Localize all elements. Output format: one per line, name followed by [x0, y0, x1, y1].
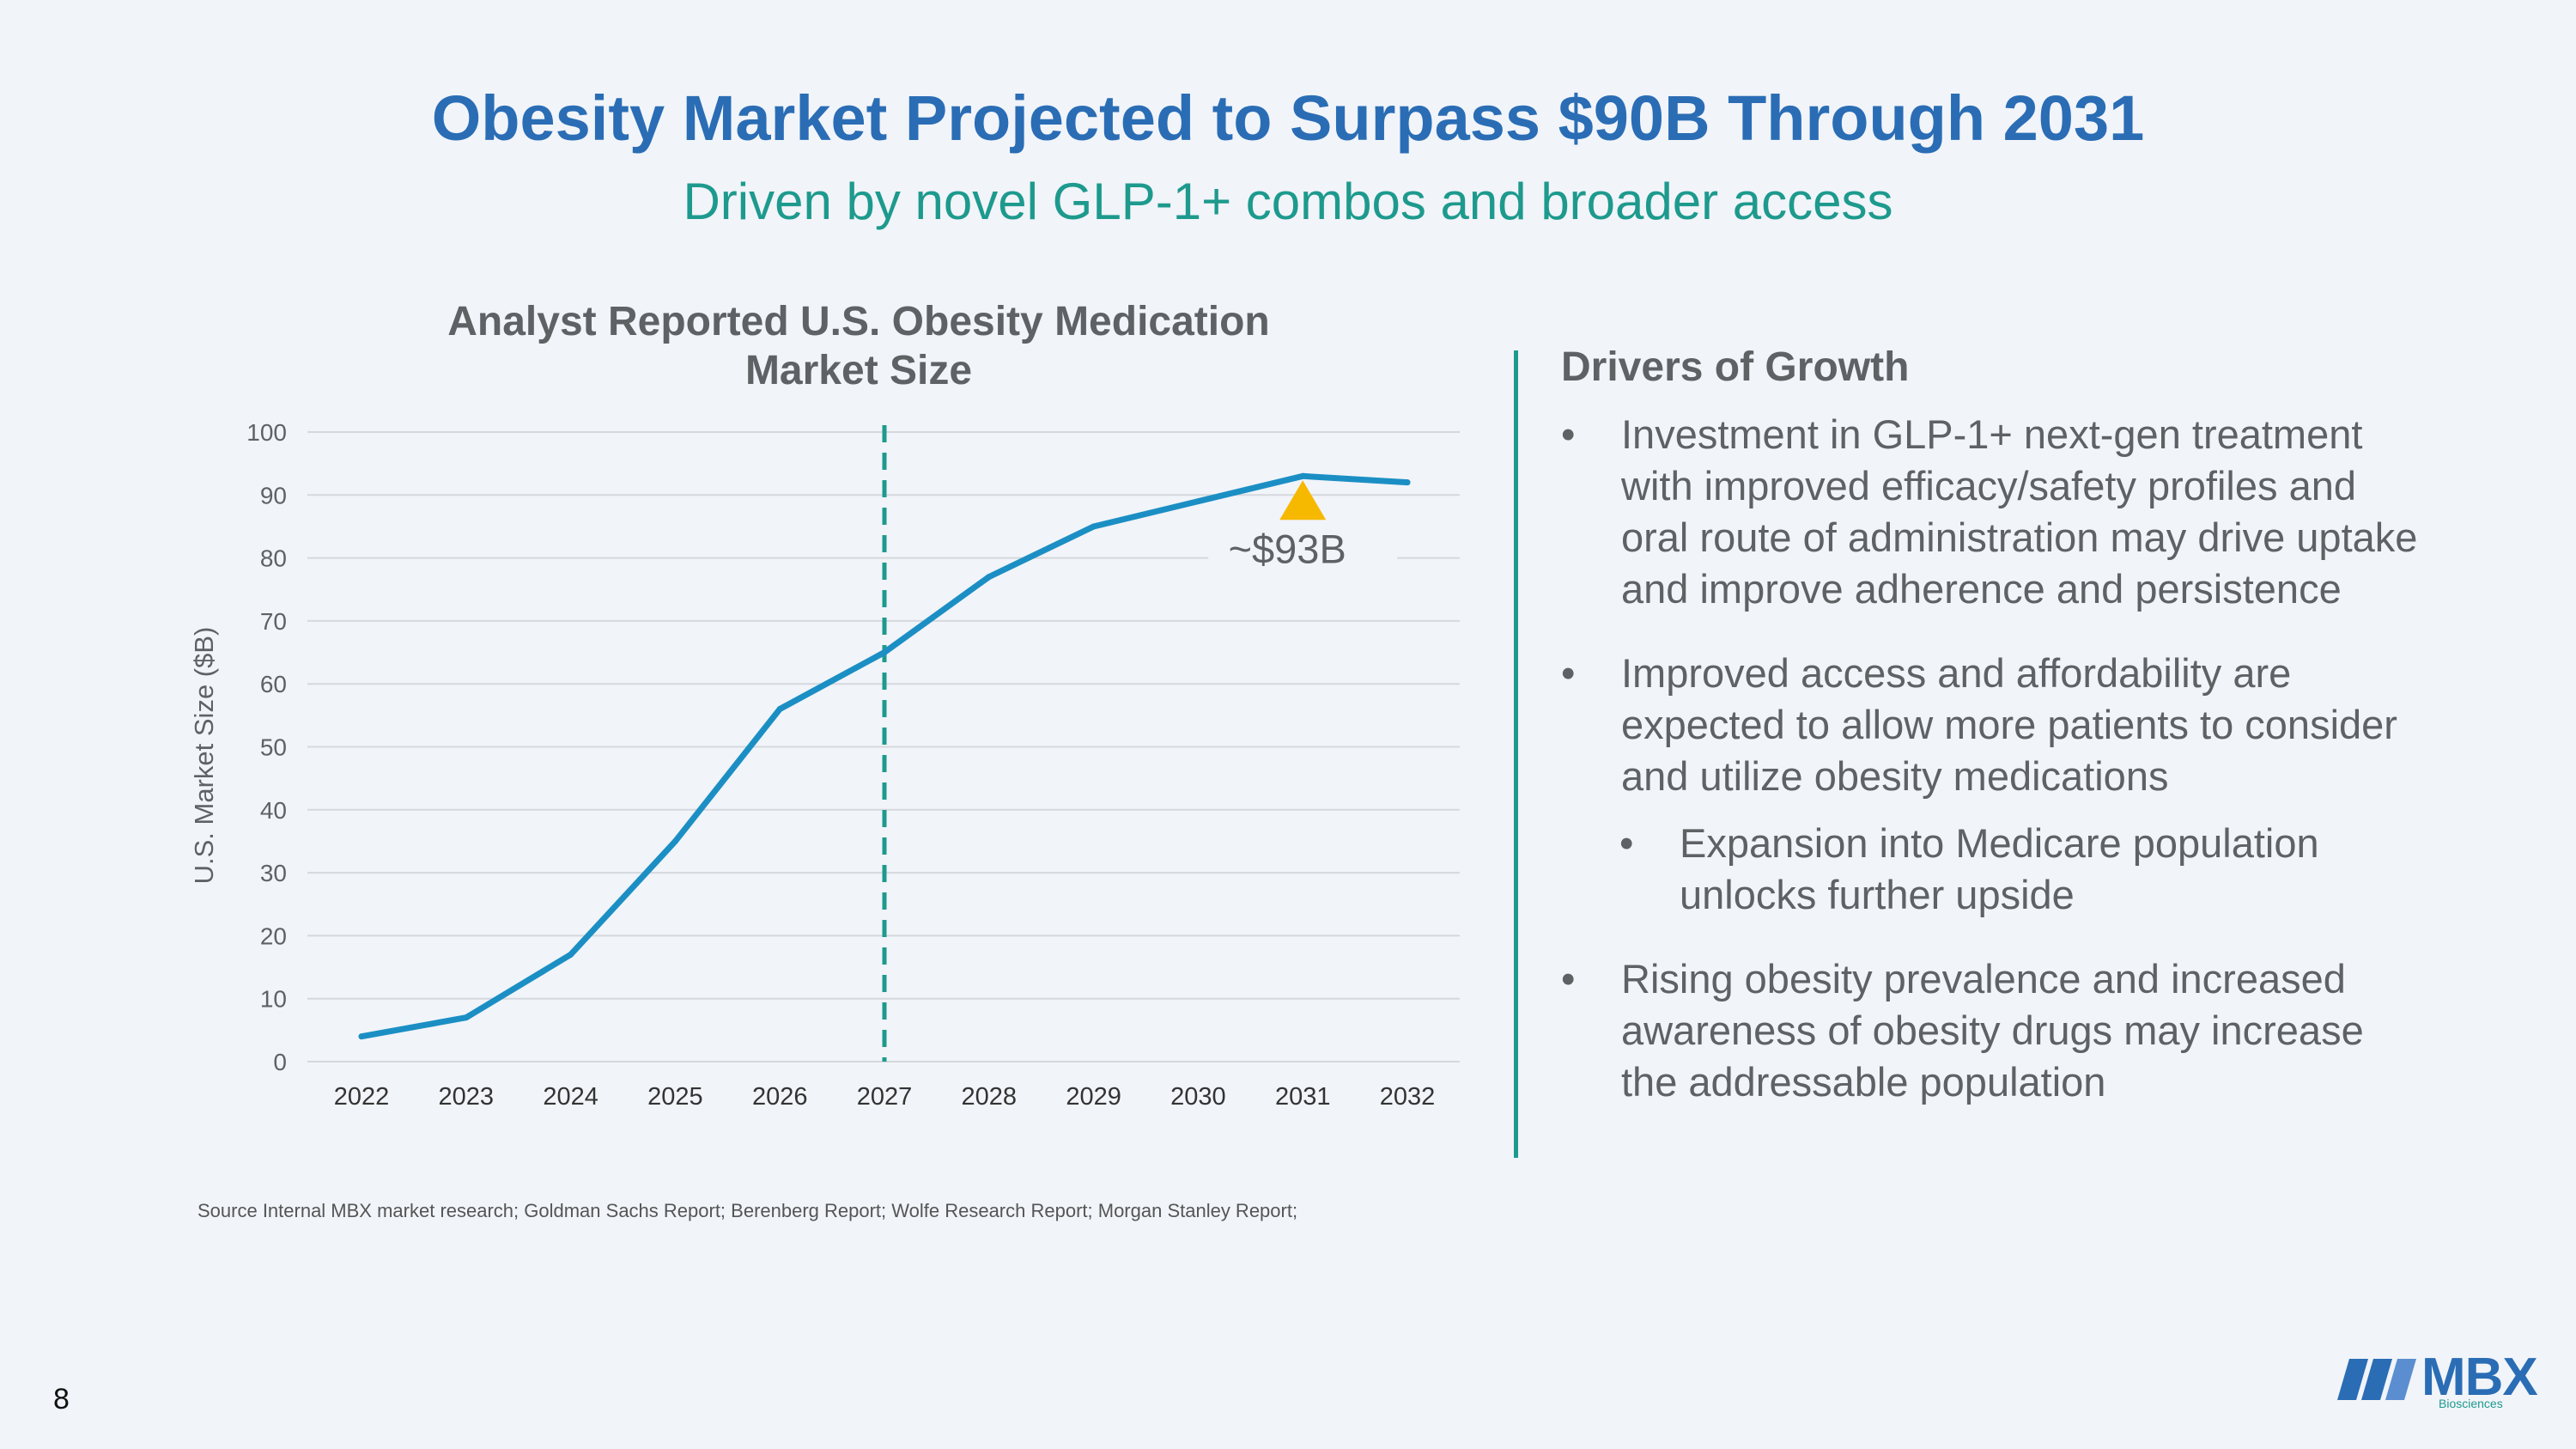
section-divider: [1514, 350, 1518, 1158]
driver-sub-bullet: • Expansion into Medicare population unl…: [1619, 818, 2420, 921]
data-point: [1299, 472, 1306, 479]
driver-bullet-text: Rising obesity prevalence and increased …: [1621, 956, 2364, 1105]
driver-bullet-text: Improved access and affordability are ex…: [1621, 650, 2397, 799]
driver-bullet-1: • Investment in GLP-1+ next-gen treatmen…: [1561, 409, 2420, 615]
x-axis-ticks: 2022 2023 2024 2025 2026 2027 2028 2029 2030 2031…: [334, 1083, 1436, 1111]
y-tick-label: 60: [260, 671, 287, 697]
y-tick-label: 90: [260, 482, 287, 508]
drivers-heading: Drivers of Growth: [1561, 344, 1910, 390]
data-point: [776, 706, 783, 713]
bullet-dot: •: [1561, 956, 1576, 1002]
y-tick-label: 30: [260, 860, 287, 886]
data-point: [1091, 523, 1097, 530]
bullet-dot: •: [1619, 820, 1634, 866]
slide-title: Obesity Market Projected to Surpass $90B…: [431, 82, 2145, 154]
driver-bullet-3: • Rising obesity prevalence and increase…: [1561, 953, 2420, 1108]
y-tick-label: 70: [260, 608, 287, 635]
company-logo: MBX Biosciences: [2337, 1348, 2539, 1412]
y-axis-label: U.S. Market Size ($B): [189, 627, 219, 885]
y-tick-label: 40: [260, 797, 287, 824]
annotation-background: [1208, 521, 1398, 575]
y-axis-ticks: 0 10 20 30 40 50 60 70 80 90 100: [246, 419, 287, 1075]
peak-triangle-marker: [1279, 480, 1327, 521]
bullet-dot: •: [1561, 411, 1576, 457]
x-tick-label: 2032: [1380, 1083, 1436, 1111]
x-tick-label: 2030: [1170, 1083, 1226, 1111]
x-tick-label: 2023: [439, 1083, 495, 1111]
data-point: [463, 1014, 470, 1021]
page-number: 8: [53, 1383, 70, 1416]
driver-bullet-2: • Improved access and affordability are …: [1561, 648, 2420, 802]
source-note: Source Internal MBX market research; Gol…: [197, 1200, 1298, 1221]
peak-annotation-label: ~$93B: [1229, 526, 1346, 571]
x-tick-label: 2024: [543, 1083, 598, 1111]
driver-sub-bullet-text: Expansion into Medicare population unloc…: [1680, 820, 2319, 917]
x-tick-label: 2029: [1066, 1083, 1121, 1111]
x-tick-label: 2025: [647, 1083, 703, 1111]
data-point: [1194, 498, 1201, 505]
y-tick-label: 0: [273, 1049, 287, 1075]
y-tick-label: 20: [260, 922, 287, 949]
drivers-panel: Drivers of Growth • Investment in GLP-1+…: [1561, 342, 2420, 1141]
logo-subtext: Biosciences: [2439, 1397, 2503, 1410]
data-point: [881, 649, 888, 656]
y-tick-label: 50: [260, 734, 287, 761]
logo-text: MBX: [2421, 1348, 2538, 1407]
x-tick-label: 2028: [962, 1083, 1018, 1111]
driver-bullet-text: Investment in GLP-1+ next-gen treatment …: [1621, 411, 2418, 612]
x-tick-label: 2022: [334, 1083, 390, 1111]
logo-mark-icon: [2337, 1359, 2416, 1400]
y-tick-label: 80: [260, 545, 287, 572]
chart-title: Analyst Reported U.S. Obesity Medication…: [343, 297, 1374, 395]
data-point: [568, 951, 574, 958]
y-tick-label: 10: [260, 986, 287, 1013]
series-points: [358, 472, 1411, 1040]
chart-title-line-2: Market Size: [744, 348, 973, 393]
x-tick-label: 2026: [752, 1083, 808, 1111]
data-point: [986, 574, 993, 581]
x-tick-label: 2027: [857, 1083, 913, 1111]
x-tick-label: 2031: [1275, 1083, 1331, 1111]
data-point: [671, 837, 678, 844]
data-point: [1404, 479, 1411, 486]
chart-title-line-1: Analyst Reported U.S. Obesity Medication: [447, 299, 1270, 344]
y-tick-label: 100: [246, 419, 287, 446]
slide-subtitle: Driven by novel GLP-1+ combos and broade…: [683, 173, 1893, 230]
bullet-dot: •: [1561, 650, 1576, 696]
data-point: [358, 1033, 365, 1040]
